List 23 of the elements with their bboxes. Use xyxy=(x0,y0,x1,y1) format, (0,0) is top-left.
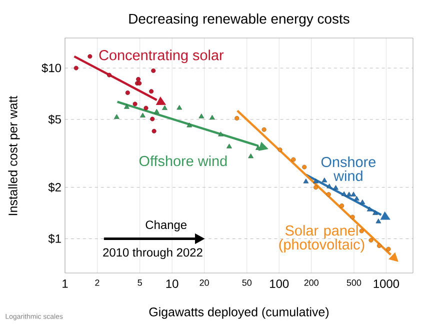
y-tick-label: $10 xyxy=(42,63,62,73)
series-label: Concentrating solar xyxy=(99,50,224,64)
x-tick-label: 1 xyxy=(62,280,68,288)
x-tick-label: 200 xyxy=(304,280,318,286)
x-tick-label: 2 xyxy=(95,280,100,286)
x-tick-label: 20 xyxy=(200,280,209,286)
x-tick-label: 5 xyxy=(138,280,142,286)
series-label: Solar panel (photovoltaic) xyxy=(279,225,364,252)
annotation: Change xyxy=(146,220,187,232)
series-label: Onshore wind xyxy=(321,156,376,182)
annotation: 2010 through 2022 xyxy=(103,248,202,260)
x-tick-label: 10 xyxy=(166,280,178,288)
y-tick-label: $2 xyxy=(48,182,61,192)
chart-title: Decreasing renewable energy costs xyxy=(129,13,350,26)
x-tick-label: 50 xyxy=(242,280,252,286)
x-tick-label: 1000 xyxy=(374,280,400,288)
series-label: Offshore wind xyxy=(139,156,227,166)
x-tick-label: 100 xyxy=(270,280,289,288)
y-tick-label: $5 xyxy=(48,114,61,124)
x-tick-label: 500 xyxy=(346,280,362,286)
y-axis-title: Installed cost per watt xyxy=(8,96,20,216)
x-axis-title: Gigawatts deployed (cumulative) xyxy=(149,307,329,319)
y-tick-label: $1 xyxy=(48,234,61,244)
